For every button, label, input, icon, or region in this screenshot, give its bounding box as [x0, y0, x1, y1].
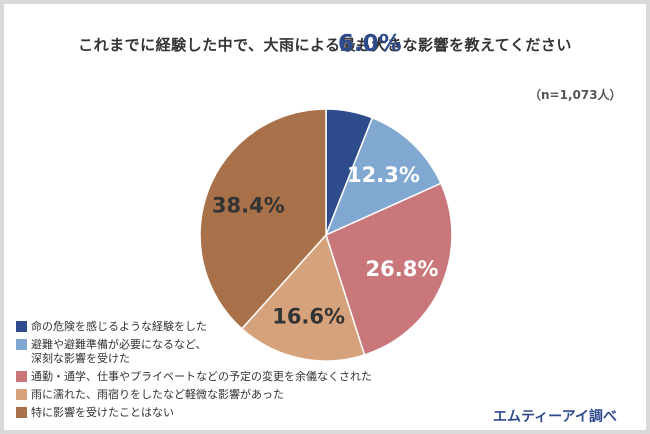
pie-slice-value-label-5: 38.4%: [212, 193, 285, 217]
legend-label-1: 命の危険を感じるような経験をした: [31, 320, 207, 333]
pie-slice-5: [199, 108, 327, 330]
legend-item-4: 雨に濡れた、雨宿りをしたなど軽微な影響があった: [16, 388, 372, 402]
legend-swatch-4: [16, 389, 27, 400]
pie-slice-value-label-3: 26.8%: [366, 257, 439, 281]
legend-item-5: 特に影響を受けたことはない: [16, 406, 372, 420]
legend: 命の危険を感じるような経験をした避難や避難準備が必要になるなど、 深刻な影響を受…: [16, 320, 372, 424]
legend-label-5: 特に影響を受けたことはない: [31, 406, 174, 419]
legend-label-4: 雨に濡れた、雨宿りをしたなど軽微な影響があった: [31, 388, 284, 401]
sample-size-note: （n=1,073人）: [529, 88, 622, 102]
legend-swatch-5: [16, 407, 27, 418]
pie-slice-4: [240, 233, 366, 362]
legend-item-3: 通勤・通学、仕事やプライベートなどの予定の変更を余儀なくされた: [16, 370, 372, 384]
pie-slice-2: [324, 116, 442, 237]
chart-title: これまでに経験した中で、大雨による最も大きな影響を教えてください: [78, 36, 572, 54]
legend-swatch-2: [16, 339, 27, 350]
pie-slice-value-label-4: 16.6%: [272, 304, 345, 328]
legend-item-2: 避難や避難準備が必要になるなど、 深刻な影響を受けた: [16, 338, 372, 366]
legend-label-2: 避難や避難準備が必要になるなど、 深刻な影響を受けた: [31, 338, 207, 365]
pie-slice-value-label-1: 6.0%: [338, 31, 402, 57]
legend-label-3: 通勤・通学、仕事やプライベートなどの予定の変更を余儀なくされた: [31, 370, 372, 383]
pie-chart: 6.0% 12.3% 26.8% 16.6% 38.4%: [199, 31, 453, 362]
chart-frame: これまでに経験した中で、大雨による最も大きな影響を教えてください （n=1,07…: [4, 4, 646, 430]
legend-swatch-1: [16, 321, 27, 332]
legend-swatch-3: [16, 371, 27, 382]
source-credit: エムティーアイ調べ: [493, 409, 617, 425]
pie-slice-value-label-2: 12.3%: [347, 163, 420, 187]
legend-item-1: 命の危険を感じるような経験をした: [16, 320, 372, 334]
pie-slice-3: [325, 182, 453, 356]
